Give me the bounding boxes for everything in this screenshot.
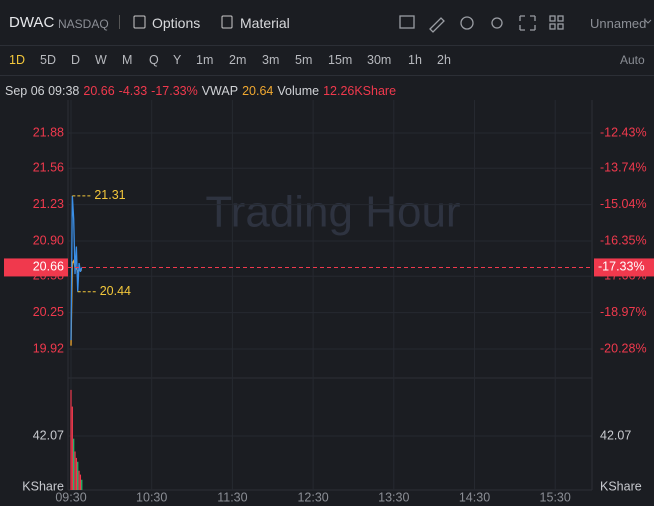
y-tick-label: 20.25 xyxy=(33,305,64,319)
x-tick-label: 09:30 xyxy=(55,490,86,504)
volume-bar xyxy=(81,479,83,490)
period-button[interactable]: 1D xyxy=(9,53,25,67)
pct-tick-label: -20.28% xyxy=(600,341,647,355)
x-tick-label: 10:30 xyxy=(136,490,167,504)
y-tick-label: 21.56 xyxy=(33,161,64,175)
period-button[interactable]: W xyxy=(95,53,107,67)
tab[interactable]: Options xyxy=(152,15,201,31)
draw-icon[interactable] xyxy=(429,17,445,33)
toolbar: DWAC NASDAQ Options Material Unnamed xyxy=(0,0,654,46)
tab[interactable]: Material xyxy=(240,15,290,31)
y-tick-label: 21.23 xyxy=(33,197,64,211)
pct-tick-label: -18.97% xyxy=(600,305,647,319)
period-button[interactable]: 30m xyxy=(367,53,392,67)
refresh-icon[interactable] xyxy=(460,16,474,30)
vwap-value: 20.64 xyxy=(242,84,274,98)
period-button[interactable]: M xyxy=(122,53,133,67)
y-tick-label: 21.88 xyxy=(33,125,64,139)
quote-time: Sep 06 09:38 xyxy=(5,84,80,98)
volume-bar xyxy=(75,457,77,490)
x-tick-label: 13:30 xyxy=(378,490,409,504)
volume-value: 12.26KShare xyxy=(323,84,397,98)
period-button[interactable]: 1m xyxy=(196,53,214,67)
vwap-line xyxy=(70,259,83,346)
extreme-label: 20.44 xyxy=(100,284,131,298)
pct-tick-label: -15.04% xyxy=(600,197,647,211)
period-bar: Auto 1D 5D D W M Q Y 1m 2m 3m 5m 15m 30m 1h 2h xyxy=(0,45,654,76)
y-tick-label: 19.92 xyxy=(33,341,64,355)
price-line xyxy=(70,195,83,341)
x-tick-label: 11:30 xyxy=(217,490,247,504)
volume-bar xyxy=(70,389,72,490)
volume-bar xyxy=(77,461,79,490)
layout-name[interactable]: Unnamed xyxy=(590,16,647,31)
symbol: DWAC xyxy=(9,14,55,31)
y-tick-label: 20.90 xyxy=(33,233,64,247)
period-button[interactable]: 1h xyxy=(408,53,422,67)
volume-bar xyxy=(79,474,82,490)
volume-tick-label: 42.07 xyxy=(33,428,64,442)
volume-bar xyxy=(78,470,80,490)
period-button[interactable]: 5m xyxy=(295,53,313,67)
material-icon xyxy=(221,15,233,29)
quote-line: Sep 06 09:38 20.66 -4.33 -17.33% VWAP 20.64 Vo… xyxy=(5,84,400,98)
layout-icon[interactable] xyxy=(549,15,556,22)
x-tick-label: 12:30 xyxy=(297,490,328,504)
x-tick-label: 15:30 xyxy=(540,490,571,504)
auto-button[interactable]: Auto xyxy=(620,53,645,67)
vwap-label: VWAP xyxy=(201,84,239,98)
volume-bar xyxy=(73,438,75,490)
last-price-label: 20.66 xyxy=(33,260,64,274)
quote-price: 20.66 xyxy=(83,84,115,98)
pct-tick-label: -13.74% xyxy=(600,161,647,175)
pct-tick-label: -16.35% xyxy=(600,233,647,247)
volume-label: Volume xyxy=(277,84,320,98)
period-button[interactable]: Q xyxy=(149,53,159,67)
x-tick-label: 14:30 xyxy=(459,490,490,504)
toolbar-icons xyxy=(133,15,652,33)
pct-tick-label: -12.43% xyxy=(600,125,647,139)
last-price-badge xyxy=(4,258,68,277)
volume-tick-label: 42.07 xyxy=(600,428,631,442)
period-button[interactable]: Y xyxy=(173,53,182,67)
quote-change: -4.33 xyxy=(118,84,148,98)
chart-icon[interactable] xyxy=(399,15,415,29)
fullscreen-icon[interactable] xyxy=(519,15,536,31)
period-button[interactable]: 3m xyxy=(262,53,280,67)
last-pct-label: -17.33% xyxy=(598,260,645,274)
volume-bar xyxy=(71,406,73,490)
dropdown-icon[interactable] xyxy=(644,19,652,24)
last-pct-badge xyxy=(594,258,654,277)
settings-icon[interactable] xyxy=(491,17,503,29)
extreme-label: 21.31 xyxy=(94,188,125,202)
watermark: Trading Hour xyxy=(205,188,460,237)
period-button[interactable]: 15m xyxy=(328,53,353,67)
volume-unit: KShare xyxy=(600,479,642,493)
options-icon xyxy=(133,15,146,29)
separator xyxy=(119,15,120,29)
period-button[interactable]: 2h xyxy=(437,53,451,67)
volume-unit: KShare xyxy=(22,479,64,493)
period-button[interactable]: 5D xyxy=(40,53,56,67)
exchange: NASDAQ xyxy=(58,17,109,31)
volume-bar xyxy=(74,451,76,490)
period-button[interactable]: D xyxy=(71,53,81,67)
period-button[interactable]: 2m xyxy=(229,53,247,67)
quote-change-pct: -17.33% xyxy=(151,84,198,98)
